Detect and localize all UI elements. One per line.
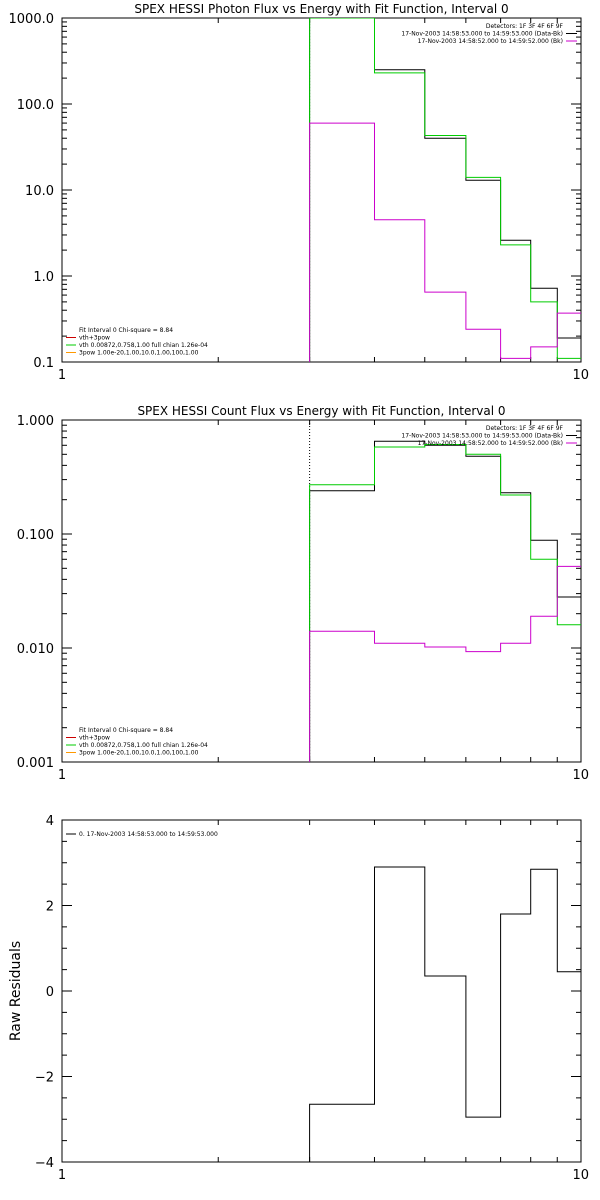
legend-entry: 17-Nov-2003 14:58:52.000 to 14:59:52.000…	[418, 440, 563, 447]
y-tick-label: 4	[46, 814, 54, 829]
chart-title: SPEX HESSI Count Flux vs Energy with Fit…	[137, 404, 505, 418]
legend-entry: vth+3pow	[79, 335, 110, 342]
legend-entry: vth 0.00872,0.758,1.00 full chian 1.26e-…	[79, 342, 208, 349]
chart-title: SPEX HESSI Photon Flux vs Energy with Fi…	[134, 2, 508, 16]
plot-frame	[61, 17, 582, 363]
photon-flux-panel: SPEX HESSI Photon Flux vs Energy with Fi…	[9, 2, 590, 383]
legend-entry: vth 0.00872,0.758,1.00 full chian 1.26e-…	[79, 742, 208, 749]
y-tick-label: 1.0	[33, 270, 54, 285]
y-tick-label: 10.0	[25, 184, 54, 199]
legend-entry: 17-Nov-2003 14:58:53.000 to 14:59:53.000…	[401, 31, 563, 38]
y-tick-label: −2	[35, 1071, 54, 1086]
legend-entry: vth+3pow	[79, 735, 110, 742]
series-line-1	[309, 18, 581, 362]
y-tick-label: 0.100	[17, 528, 54, 543]
residuals-panel: 1 10 −4 −2 0 2 4 Raw Residuals 0. 17-Nov-2003 14…	[8, 814, 589, 1183]
y-tick-label: 2	[46, 900, 54, 915]
x-tick-label: 1	[58, 768, 66, 783]
legend-entry: 17-Nov-2003 14:58:53.000 to 14:59:53.000…	[401, 433, 563, 440]
legend-entry: Detectors: 1F 3F 4F 6F 9F	[486, 23, 564, 30]
legend-entry: Detectors: 1F 3F 4F 6F 9F	[486, 425, 564, 432]
series-line-0	[309, 18, 581, 362]
legend-entry: 0. 17-Nov-2003 14:58:53.000 to 14:59:53.…	[79, 831, 218, 838]
legend-entry: 3pow 1.00e-20,1.00,10.0,1.00,100,1.00	[79, 750, 199, 757]
y-tick-label: 1000.0	[9, 12, 55, 27]
series-line-2	[309, 565, 581, 762]
x-tick-label: 1	[58, 1168, 66, 1183]
legend-entry: Fit Interval 0 Chi-square = 8.84	[79, 327, 173, 334]
legend-entry: 17-Nov-2003 14:58:52.000 to 14:59:52.000…	[418, 38, 563, 45]
series-group	[309, 866, 581, 1162]
plot-frame	[61, 419, 582, 763]
y-tick-label: 0.001	[17, 756, 54, 771]
legend-entry: Fit Interval 0 Chi-square = 8.84	[79, 727, 173, 734]
x-tick-label: 1	[58, 368, 66, 383]
count-flux-panel: SPEX HESSI Count Flux vs Energy with Fit…	[17, 404, 589, 783]
x-tick-label: 10	[572, 1168, 589, 1183]
x-tick-label: 10	[572, 368, 589, 383]
legend-entry: 3pow 1.00e-20,1.00,10.0,1.00,100,1.00	[79, 350, 199, 357]
y-tick-label: 0.1	[33, 356, 54, 371]
y-tick-label: 1.000	[17, 414, 54, 429]
x-tick-label: 10	[572, 768, 589, 783]
y-axis-label: Raw Residuals	[8, 941, 24, 1041]
y-tick-label: 100.0	[17, 98, 54, 113]
y-tick-label: −4	[35, 1156, 54, 1171]
y-tick-label: 0	[46, 985, 54, 1000]
series-line-0	[309, 440, 581, 762]
series-group	[309, 440, 581, 762]
series-line-0	[309, 866, 581, 1162]
series-line-2	[309, 122, 581, 362]
plot-frame	[61, 819, 582, 1163]
series-line-1	[309, 444, 581, 762]
series-group	[309, 18, 581, 362]
y-tick-label: 0.010	[17, 642, 54, 657]
